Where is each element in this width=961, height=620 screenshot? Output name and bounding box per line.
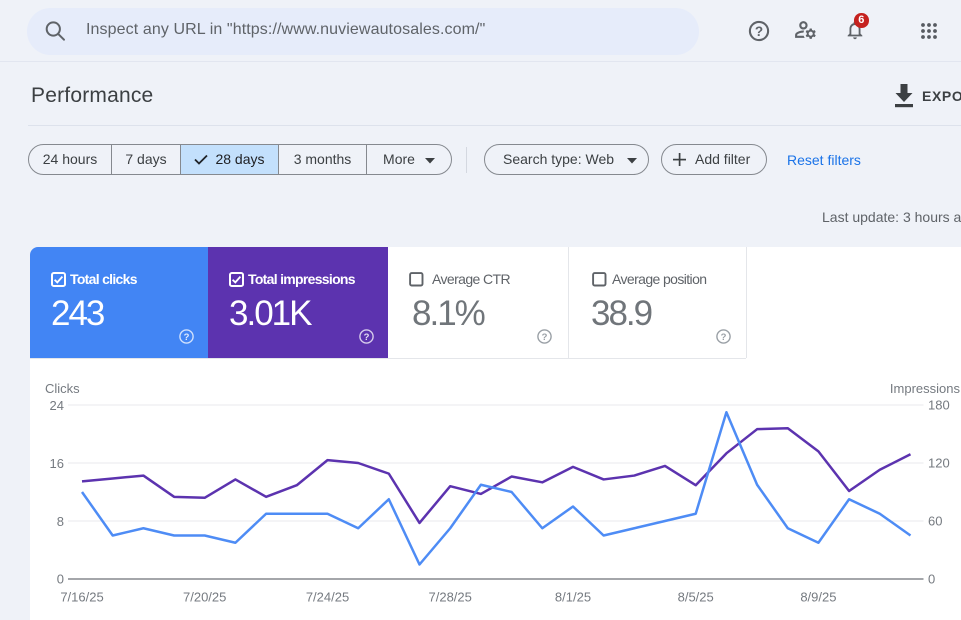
svg-text:Clicks: Clicks: [45, 381, 80, 396]
svg-text:7/20/25: 7/20/25: [183, 590, 226, 605]
svg-text:?: ?: [364, 332, 370, 343]
svg-text:0: 0: [57, 572, 64, 587]
svg-text:8: 8: [57, 514, 64, 529]
svg-text:8/5/25: 8/5/25: [678, 590, 714, 605]
svg-text:7/16/25: 7/16/25: [60, 590, 103, 605]
svg-text:Impressions: Impressions: [890, 381, 961, 396]
svg-text:?: ?: [755, 24, 763, 39]
svg-text:8/9/25: 8/9/25: [800, 590, 836, 605]
svg-text:180: 180: [928, 398, 950, 413]
svg-text:7/24/25: 7/24/25: [306, 590, 349, 605]
svg-text:8/1/25: 8/1/25: [555, 590, 591, 605]
svg-text:0: 0: [928, 572, 935, 587]
svg-text:120: 120: [928, 456, 950, 471]
svg-text:7/28/25: 7/28/25: [429, 590, 472, 605]
svg-text:24: 24: [50, 398, 64, 413]
svg-text:?: ?: [721, 332, 727, 343]
svg-text:60: 60: [928, 514, 942, 529]
svg-text:?: ?: [542, 332, 548, 343]
svg-text:16: 16: [50, 456, 64, 471]
svg-text:?: ?: [184, 332, 190, 343]
